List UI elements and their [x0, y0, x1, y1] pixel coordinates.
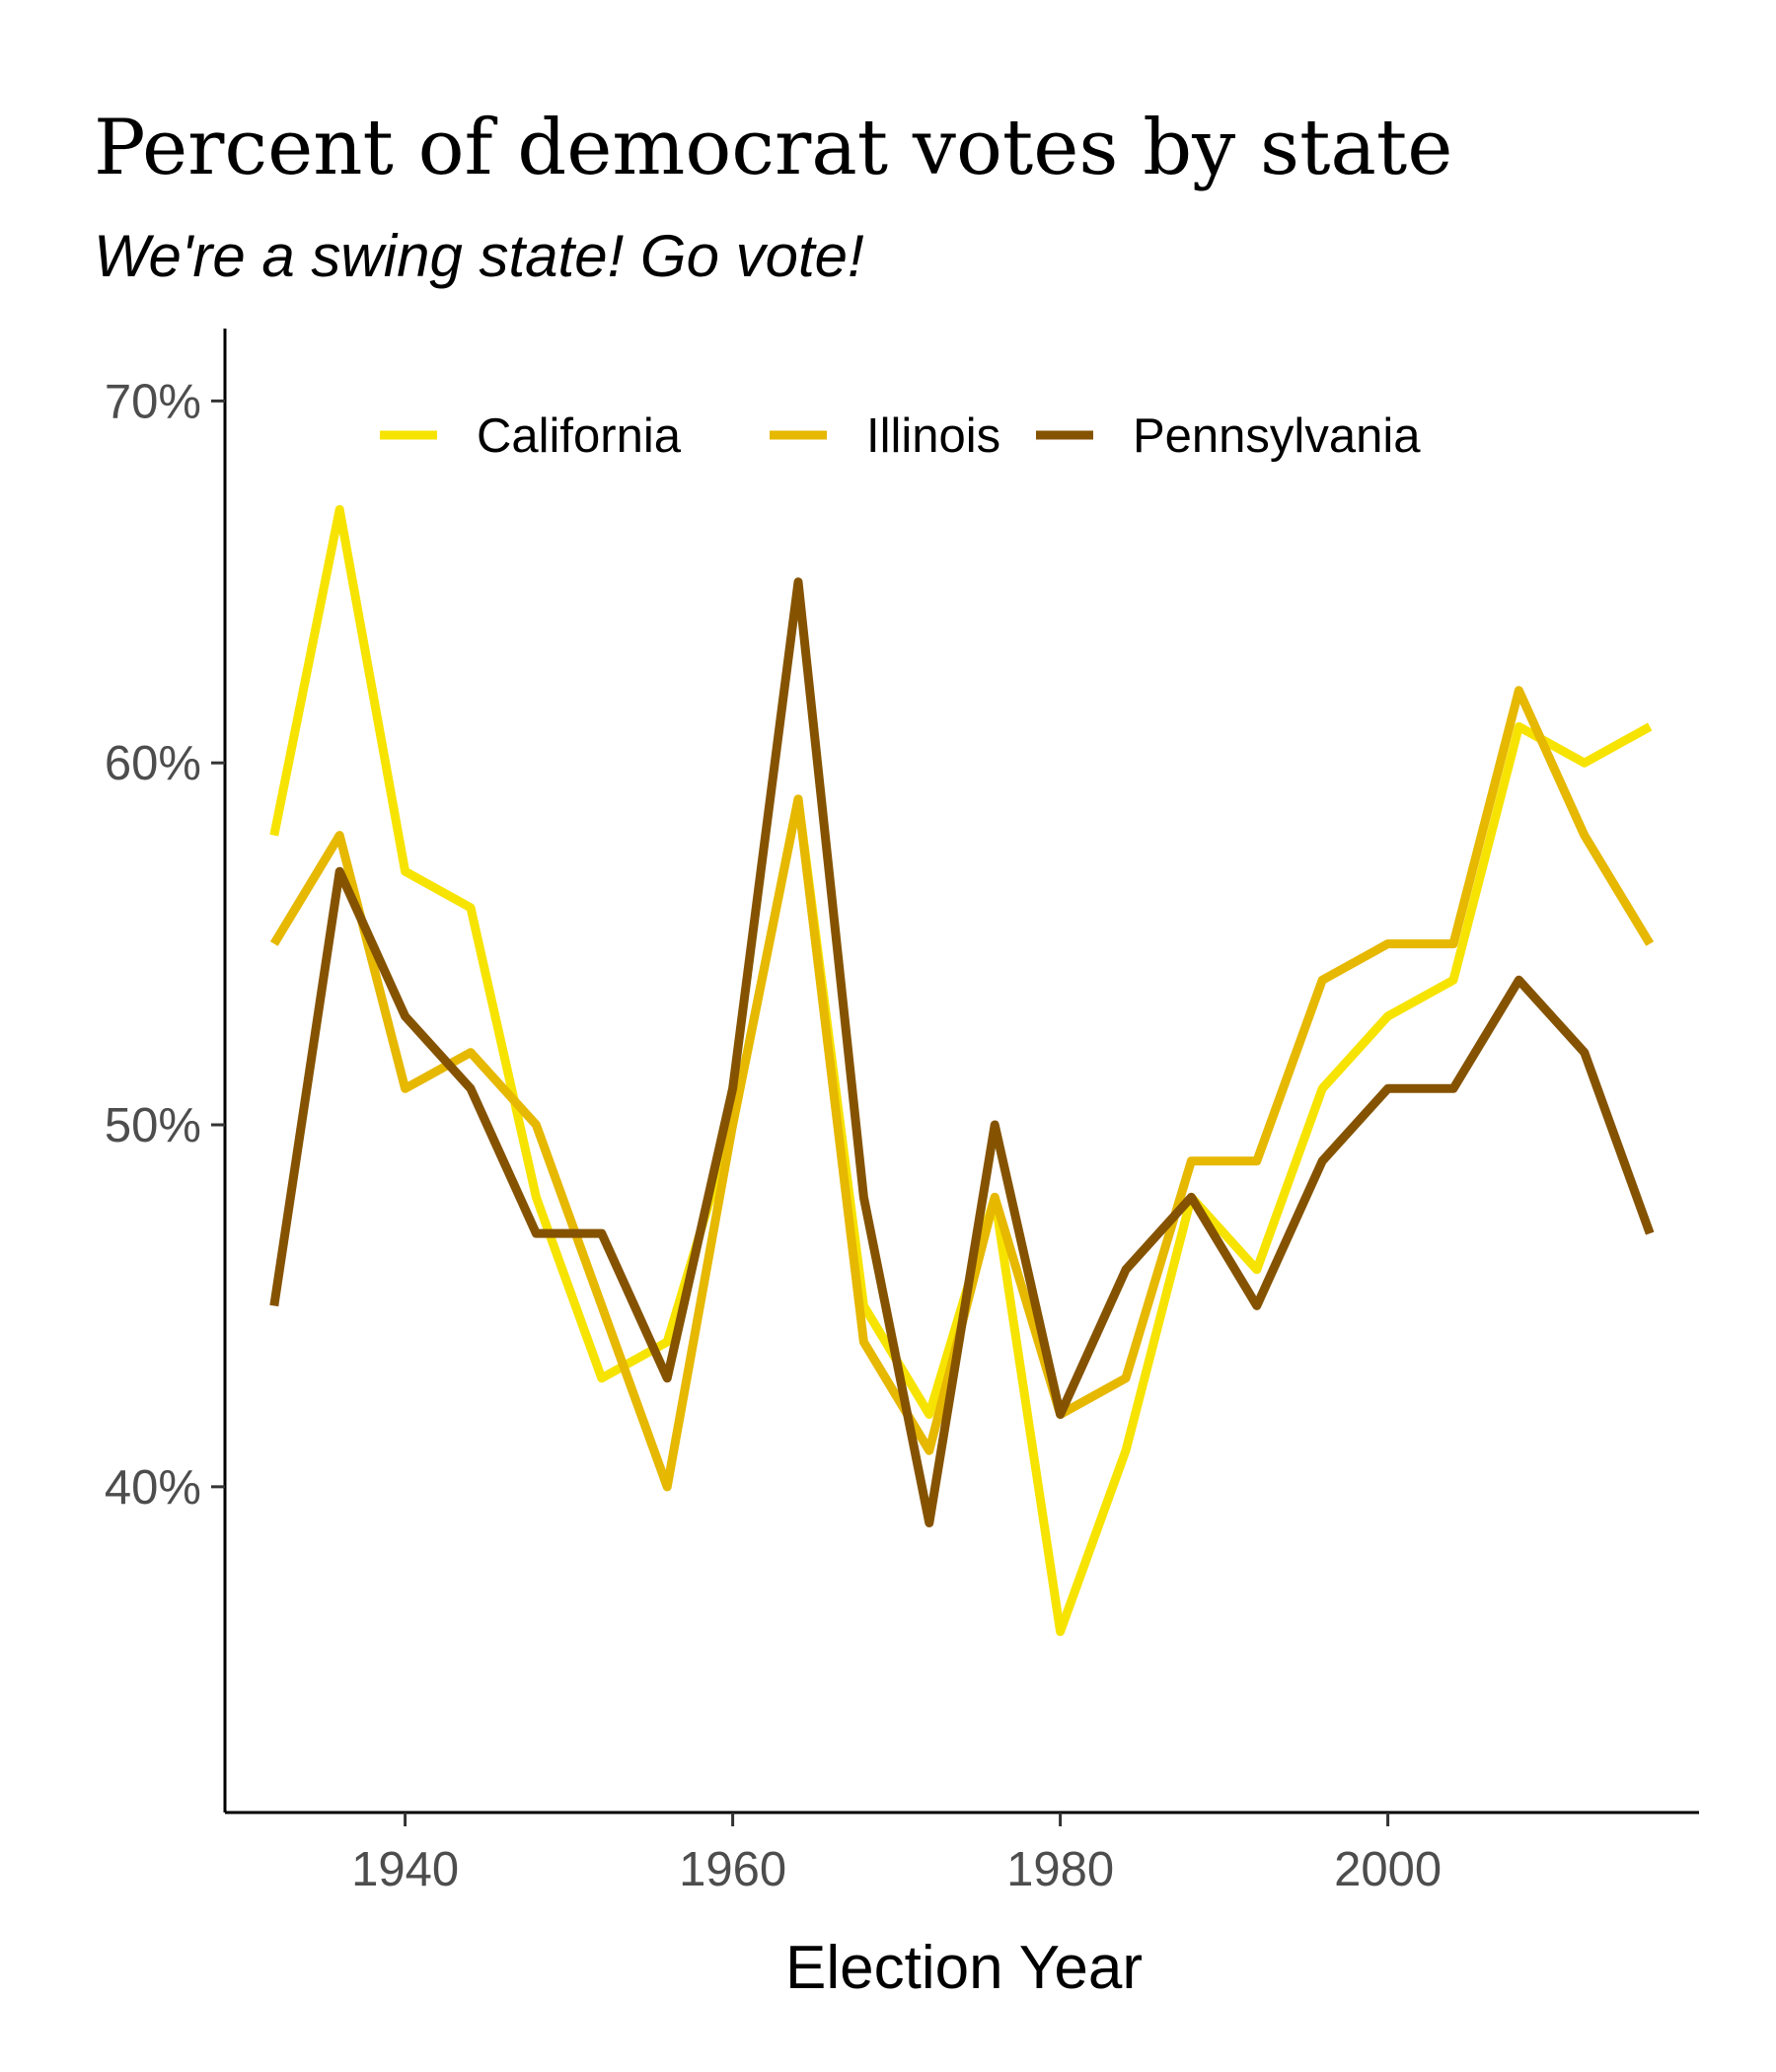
legend-item-california: California: [380, 409, 682, 463]
y-tick-label: 70%: [105, 375, 201, 428]
chart-subtitle: We're a swing state! Go vote!: [94, 223, 864, 289]
y-tick-label: 60%: [105, 737, 201, 790]
x-tick-label: 1960: [679, 1843, 786, 1896]
series-lines: [269, 504, 1655, 1637]
axes: 40% 50% 60% 70% 1940 1960 1980 2000: [105, 329, 1699, 1896]
x-axis-title: Election Year: [785, 1934, 1143, 2002]
legend-item-illinois: Illinois: [770, 409, 1000, 463]
legend-label: California: [477, 409, 682, 463]
legend-label: Illinois: [866, 409, 1000, 463]
legend-label: Pennsylvania: [1133, 409, 1421, 463]
x-tick-label: 1940: [351, 1843, 459, 1896]
y-tick-label: 50%: [105, 1099, 201, 1152]
x-tick-label: 1980: [1006, 1843, 1114, 1896]
legend: California Illinois Pennsylvania: [380, 409, 1421, 463]
y-tick-label: 40%: [105, 1461, 201, 1515]
chart-title: Percent of democrat votes by state: [94, 104, 1453, 192]
series-line-pennsylvania: [269, 577, 1655, 1527]
series-line-california: [269, 504, 1653, 1637]
legend-item-pennsylvania: Pennsylvania: [1036, 409, 1421, 463]
x-tick-label: 2000: [1334, 1843, 1442, 1896]
